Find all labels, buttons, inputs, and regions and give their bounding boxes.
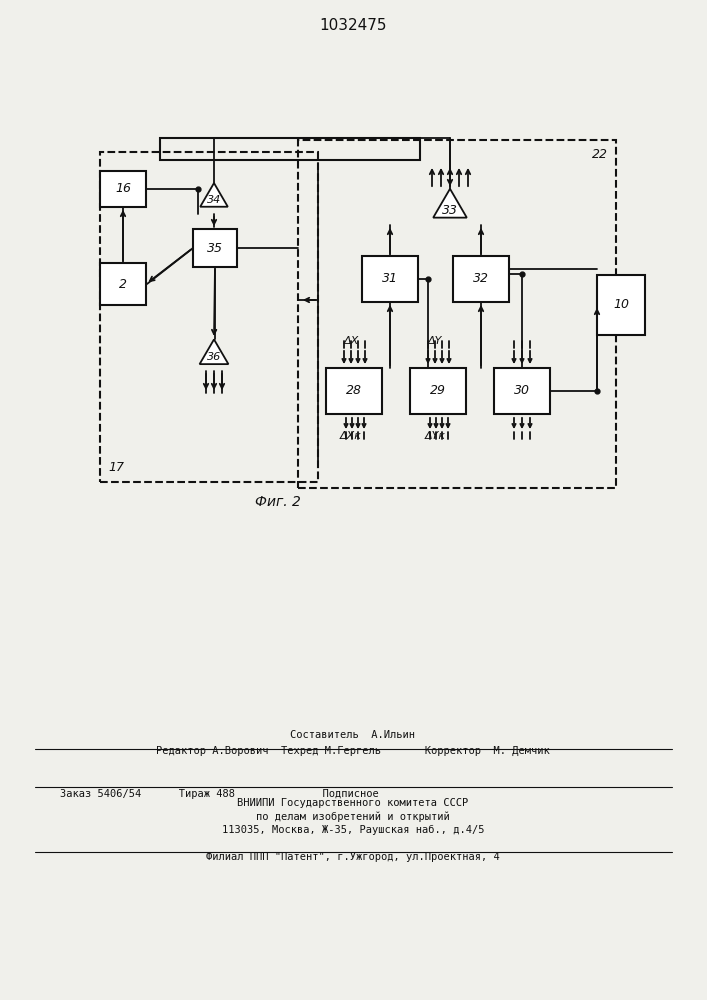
Text: 16: 16: [115, 182, 131, 196]
Polygon shape: [433, 189, 467, 218]
Bar: [410, 368, 466, 414]
Text: Редактор А.Ворович  Техред М.Гергель       Корректор  М. Демчик: Редактор А.Ворович Техред М.Гергель Корр…: [156, 746, 550, 756]
Text: Фиг. 2: Фиг. 2: [255, 495, 301, 509]
Text: 28: 28: [346, 384, 362, 397]
Text: ΔYк: ΔYк: [424, 431, 445, 441]
Text: 113035, Москва, Ж-35, Раушская наб., д.4/5: 113035, Москва, Ж-35, Раушская наб., д.4…: [222, 825, 484, 835]
Bar: [362, 256, 418, 302]
Bar: [100, 263, 146, 305]
Text: 34: 34: [207, 195, 221, 205]
Polygon shape: [199, 339, 228, 364]
Bar: [160, 138, 420, 160]
Text: Филиал ППП "Патент", г.Ужгород, ул.Проектная, 4: Филиал ППП "Патент", г.Ужгород, ул.Проек…: [206, 852, 500, 862]
Text: 33: 33: [442, 204, 458, 217]
Text: 17: 17: [108, 461, 124, 474]
Bar: [298, 140, 616, 488]
Text: 36: 36: [207, 352, 221, 362]
Text: 30: 30: [514, 384, 530, 397]
Text: 32: 32: [473, 272, 489, 286]
Text: 10: 10: [613, 298, 629, 312]
Text: ΔX: ΔX: [344, 336, 358, 346]
Polygon shape: [200, 183, 228, 207]
Text: 1032475: 1032475: [320, 17, 387, 32]
Text: ΔXк: ΔXк: [340, 431, 362, 441]
Text: ВНИИПИ Государственного комитета СССР: ВНИИПИ Государственного комитета СССР: [238, 798, 469, 808]
Text: ΔY: ΔY: [428, 336, 442, 346]
Bar: [193, 229, 237, 267]
Text: 22: 22: [592, 148, 608, 161]
Text: 35: 35: [207, 241, 223, 254]
Bar: [597, 275, 645, 335]
Bar: [326, 368, 382, 414]
Text: 2: 2: [119, 277, 127, 290]
Text: 31: 31: [382, 272, 398, 286]
Bar: [494, 368, 550, 414]
Text: по делам изобретений и открытий: по делам изобретений и открытий: [256, 812, 450, 822]
Bar: [100, 171, 146, 207]
Text: Заказ 5406/54      Тираж 488              Подписное: Заказ 5406/54 Тираж 488 Подписное: [60, 789, 379, 799]
Text: Составитель  А.Ильин: Составитель А.Ильин: [291, 730, 416, 740]
Bar: [453, 256, 509, 302]
Bar: [100, 152, 318, 482]
Text: 29: 29: [430, 384, 446, 397]
